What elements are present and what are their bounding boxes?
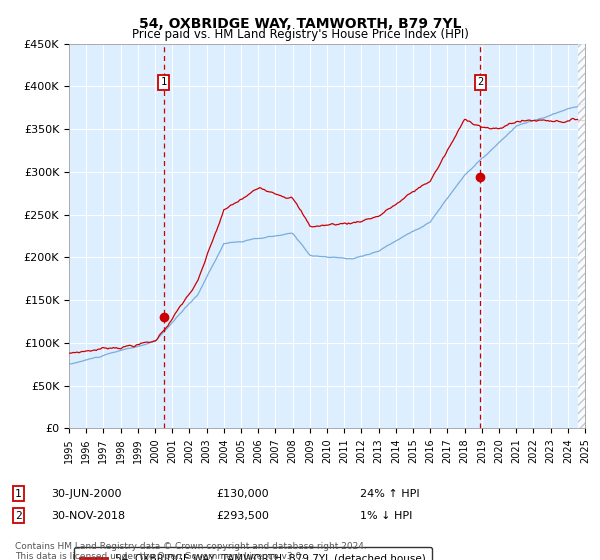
Legend: 54, OXBRIDGE WAY, TAMWORTH, B79 7YL (detached house), HPI: Average price, detach: 54, OXBRIDGE WAY, TAMWORTH, B79 7YL (det… <box>74 547 432 560</box>
Text: Price paid vs. HM Land Registry's House Price Index (HPI): Price paid vs. HM Land Registry's House … <box>131 28 469 41</box>
Text: 30-JUN-2000: 30-JUN-2000 <box>51 489 121 499</box>
Text: 1% ↓ HPI: 1% ↓ HPI <box>360 511 412 521</box>
Text: 2: 2 <box>15 511 22 521</box>
Text: 1: 1 <box>160 77 167 87</box>
Text: 24% ↑ HPI: 24% ↑ HPI <box>360 489 419 499</box>
Text: 54, OXBRIDGE WAY, TAMWORTH, B79 7YL: 54, OXBRIDGE WAY, TAMWORTH, B79 7YL <box>139 17 461 31</box>
Text: 1: 1 <box>15 489 22 499</box>
Text: 30-NOV-2018: 30-NOV-2018 <box>51 511 125 521</box>
Text: £293,500: £293,500 <box>216 511 269 521</box>
Text: 2: 2 <box>477 77 484 87</box>
Text: £130,000: £130,000 <box>216 489 269 499</box>
Bar <box>578 44 585 428</box>
Text: Contains HM Land Registry data © Crown copyright and database right 2024.
This d: Contains HM Land Registry data © Crown c… <box>15 542 367 560</box>
